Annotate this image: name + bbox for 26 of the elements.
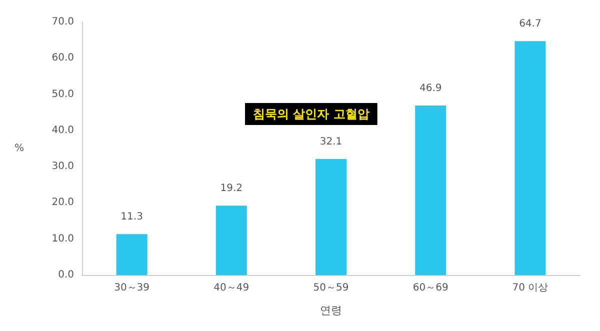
data-label: 19.2	[220, 183, 243, 194]
bar	[316, 158, 346, 275]
annotation: 침묵의 살인자 고혈압	[253, 107, 370, 121]
x-axis-title: 연령	[320, 304, 342, 317]
y-tick-label: 10.0	[52, 233, 74, 244]
y-tick-label: 50.0	[52, 88, 74, 100]
x-tick-label: 40～49	[214, 282, 250, 294]
y-axis-title: %	[14, 143, 24, 154]
y-tick-label: 30.0	[52, 161, 74, 172]
y-tick-label: 60.0	[52, 52, 74, 64]
x-tick-label: 70 이상	[512, 282, 548, 294]
data-label: 32.1	[320, 136, 342, 148]
bar	[216, 206, 247, 275]
x-tick-label: 50～59	[313, 282, 349, 294]
x-tick-label: 30～39	[114, 282, 150, 294]
data-label: 11.3	[120, 212, 143, 223]
y-tick-label: 40.0	[52, 124, 74, 136]
data-label: 46.9	[419, 82, 442, 94]
y-tick-label: 20.0	[52, 197, 74, 208]
bar	[116, 234, 148, 275]
x-tick-label: 60～69	[412, 282, 448, 294]
y-tick-label: 70.0	[52, 16, 74, 28]
bar	[415, 105, 446, 275]
bar	[514, 41, 546, 275]
y-tick-label: 0.0	[58, 270, 74, 280]
data-label: 64.7	[519, 18, 542, 30]
